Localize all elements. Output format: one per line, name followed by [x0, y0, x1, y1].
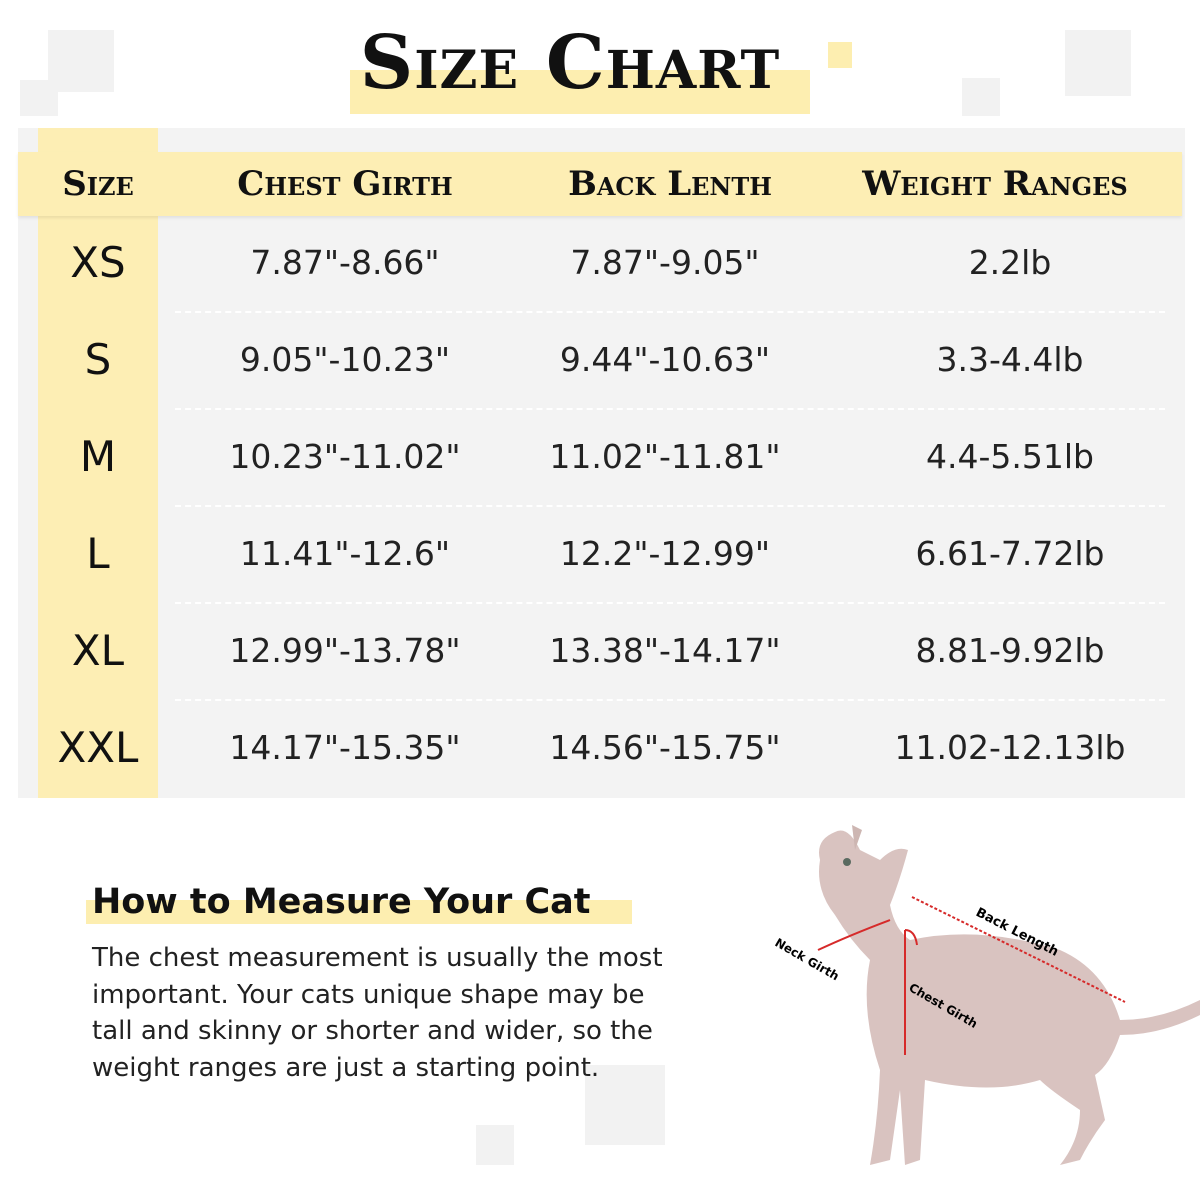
row-divider	[175, 602, 1165, 604]
label-neck-girth: Neck Girth	[773, 935, 842, 983]
cell-back: 7.87"-9.05"	[570, 243, 760, 282]
size-column	[38, 128, 158, 798]
row-divider	[175, 505, 1165, 507]
cell-size: S	[84, 335, 112, 384]
table-row: S 9.05"-10.23" 9.44"-10.63" 3.3-4.4lb	[0, 311, 1200, 408]
table-row: L 11.41"-12.6" 12.2"-12.99" 6.61-7.72lb	[0, 505, 1200, 602]
cell-chest: 12.99"-13.78"	[229, 631, 461, 670]
table-row: XXL 14.17"-15.35" 14.56"-15.75" 11.02-12.13…	[0, 699, 1200, 796]
header-weight: Weight Ranges	[862, 164, 1128, 204]
cell-back: 11.02"-11.81"	[549, 437, 781, 476]
heading-highlight	[86, 900, 632, 924]
header-chest: Chest Girth	[237, 164, 453, 204]
cell-back: 14.56"-15.75"	[549, 728, 781, 767]
size-table	[18, 128, 1185, 798]
cat-measurement-diagram: Back Length Neck Girth Chest Girth	[773, 825, 1200, 1165]
title-highlight	[350, 70, 810, 114]
cell-weight: 8.81-9.92lb	[915, 631, 1105, 670]
decor-square	[585, 1065, 665, 1145]
table-row: XL 12.99"-13.78" 13.38"-14.17" 8.81-9.92lb	[0, 602, 1200, 699]
decor-square	[48, 30, 114, 92]
cell-size: XL	[71, 626, 125, 675]
cell-size: L	[86, 529, 110, 578]
header-back: Back Lenth	[568, 164, 772, 204]
cell-weight: 4.4-5.51lb	[926, 437, 1094, 476]
cell-size: XS	[70, 238, 126, 287]
cell-chest: 7.87"-8.66"	[250, 243, 440, 282]
cell-back: 12.2"-12.99"	[559, 534, 771, 573]
row-divider	[175, 699, 1165, 701]
cell-chest: 9.05"-10.23"	[239, 340, 451, 379]
cell-chest: 10.23"-11.02"	[229, 437, 461, 476]
header-size: Size	[62, 164, 134, 204]
howto-text: The chest measurement is usually the mos…	[92, 943, 663, 1083]
table-header	[18, 152, 1182, 216]
title-highlight	[828, 42, 852, 68]
cell-weight: 11.02-12.13lb	[894, 728, 1126, 767]
cell-size: XXL	[57, 723, 139, 772]
decor-square	[476, 1125, 514, 1165]
cell-chest: 11.41"-12.6"	[239, 534, 451, 573]
table-row: XS 7.87"-8.66" 7.87"-9.05" 2.2lb	[0, 214, 1200, 311]
howto-heading: How to Measure Your Cat	[92, 882, 591, 922]
cell-back: 9.44"-10.63"	[559, 340, 771, 379]
cell-weight: 2.2lb	[968, 243, 1052, 282]
page-title: Size Chart	[359, 20, 781, 106]
cell-back: 13.38"-14.17"	[549, 631, 781, 670]
table-row: M 10.23"-11.02" 11.02"-11.81" 4.4-5.51lb	[0, 408, 1200, 505]
decor-square	[1065, 30, 1131, 96]
measurement-arrows	[817, 896, 1126, 1055]
decor-square	[962, 78, 1000, 116]
row-divider	[175, 311, 1165, 313]
cell-weight: 6.61-7.72lb	[915, 534, 1105, 573]
cell-weight: 3.3-4.4lb	[936, 340, 1084, 379]
cell-size: M	[79, 432, 117, 481]
row-divider	[175, 408, 1165, 410]
cell-chest: 14.17"-15.35"	[229, 728, 461, 767]
cat-illustration	[819, 825, 1200, 1165]
decor-square	[20, 80, 58, 116]
